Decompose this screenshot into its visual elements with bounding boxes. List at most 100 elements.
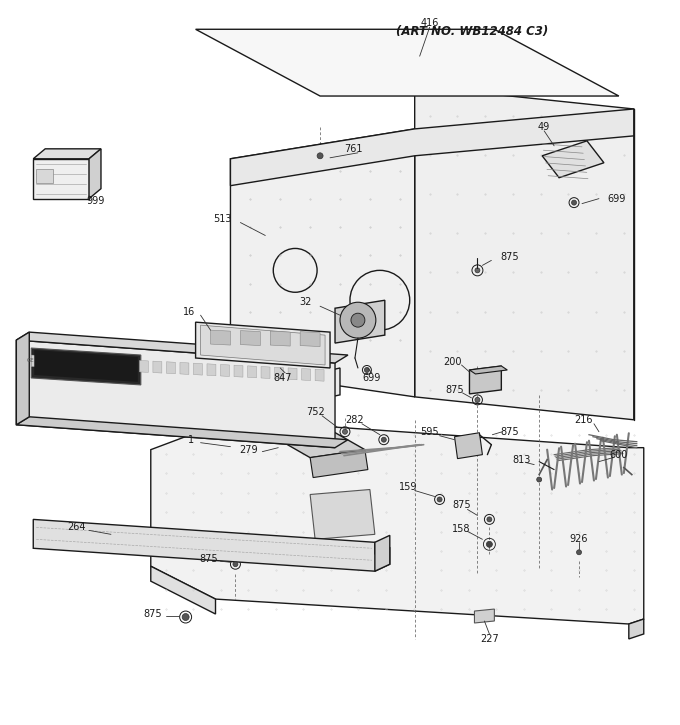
Polygon shape (360, 327, 371, 336)
Polygon shape (310, 489, 375, 539)
Polygon shape (345, 304, 356, 313)
Polygon shape (275, 430, 365, 457)
Polygon shape (45, 356, 54, 368)
Text: 999: 999 (87, 196, 105, 206)
Polygon shape (475, 609, 494, 623)
Circle shape (475, 397, 480, 402)
Text: 279: 279 (239, 444, 258, 455)
Polygon shape (167, 362, 175, 374)
Text: 216: 216 (575, 415, 593, 425)
Polygon shape (34, 350, 138, 382)
Polygon shape (85, 357, 95, 370)
Circle shape (572, 200, 577, 205)
Circle shape (233, 562, 238, 567)
Polygon shape (234, 365, 243, 377)
Circle shape (537, 477, 542, 482)
Polygon shape (343, 314, 350, 326)
Polygon shape (300, 331, 320, 347)
Polygon shape (366, 314, 373, 326)
Text: 847: 847 (273, 373, 292, 383)
Text: 513: 513 (214, 214, 232, 223)
Polygon shape (315, 369, 324, 381)
Polygon shape (231, 355, 340, 408)
Text: 1: 1 (188, 435, 194, 444)
Polygon shape (335, 300, 385, 343)
Polygon shape (302, 368, 311, 381)
Polygon shape (231, 109, 634, 186)
Text: 875: 875 (199, 554, 218, 564)
Text: 416: 416 (420, 18, 439, 28)
Text: GE: GE (27, 358, 34, 363)
Text: 16: 16 (182, 307, 194, 318)
Text: 761: 761 (343, 144, 362, 154)
Text: 699: 699 (362, 373, 381, 383)
Polygon shape (201, 325, 325, 365)
Polygon shape (153, 361, 162, 373)
Circle shape (317, 153, 323, 159)
Polygon shape (542, 141, 604, 178)
Polygon shape (196, 322, 330, 368)
Circle shape (351, 313, 365, 327)
Circle shape (340, 302, 376, 338)
Polygon shape (89, 149, 101, 199)
Polygon shape (16, 417, 348, 447)
Text: 875: 875 (445, 385, 464, 395)
Text: (ART NO. WB12484 C3): (ART NO. WB12484 C3) (396, 25, 548, 38)
Polygon shape (469, 366, 501, 394)
Polygon shape (360, 304, 371, 313)
Text: 875: 875 (143, 609, 162, 619)
Text: 875: 875 (500, 427, 519, 436)
Text: 875: 875 (500, 252, 519, 262)
Polygon shape (16, 332, 348, 363)
Polygon shape (261, 367, 270, 378)
Polygon shape (33, 149, 101, 159)
Polygon shape (31, 355, 40, 367)
Text: 813: 813 (512, 455, 530, 465)
Polygon shape (310, 450, 368, 478)
Text: 752: 752 (306, 407, 324, 417)
Polygon shape (139, 360, 148, 373)
Polygon shape (58, 357, 67, 368)
Polygon shape (72, 357, 81, 369)
Polygon shape (33, 159, 89, 199)
Text: 875: 875 (452, 500, 471, 510)
Circle shape (437, 497, 442, 502)
Polygon shape (241, 331, 260, 346)
Circle shape (182, 613, 189, 621)
Text: 200: 200 (443, 357, 462, 367)
Polygon shape (151, 420, 644, 624)
Text: 264: 264 (67, 523, 85, 532)
Text: 595: 595 (420, 427, 439, 436)
Circle shape (486, 542, 492, 547)
Polygon shape (469, 366, 507, 374)
Polygon shape (454, 433, 482, 459)
Polygon shape (16, 332, 29, 425)
Polygon shape (345, 327, 356, 336)
Polygon shape (193, 363, 203, 375)
Circle shape (364, 368, 369, 373)
Text: 227: 227 (480, 634, 498, 644)
Circle shape (487, 517, 492, 522)
Polygon shape (248, 366, 256, 378)
Polygon shape (220, 365, 229, 376)
Polygon shape (112, 359, 121, 371)
Polygon shape (31, 348, 141, 385)
Polygon shape (270, 331, 290, 346)
Text: 600: 600 (610, 450, 628, 460)
Text: 32: 32 (299, 297, 311, 307)
Polygon shape (375, 535, 390, 571)
Polygon shape (207, 364, 216, 376)
Polygon shape (16, 340, 335, 447)
Polygon shape (151, 566, 216, 614)
Polygon shape (288, 368, 297, 380)
Text: 49: 49 (538, 122, 550, 132)
Polygon shape (231, 129, 415, 397)
Polygon shape (36, 169, 53, 183)
Circle shape (475, 268, 480, 273)
Polygon shape (126, 360, 135, 372)
Polygon shape (211, 330, 231, 345)
Polygon shape (196, 29, 619, 96)
Polygon shape (275, 367, 284, 379)
Text: 282: 282 (345, 415, 364, 425)
Polygon shape (99, 358, 108, 370)
